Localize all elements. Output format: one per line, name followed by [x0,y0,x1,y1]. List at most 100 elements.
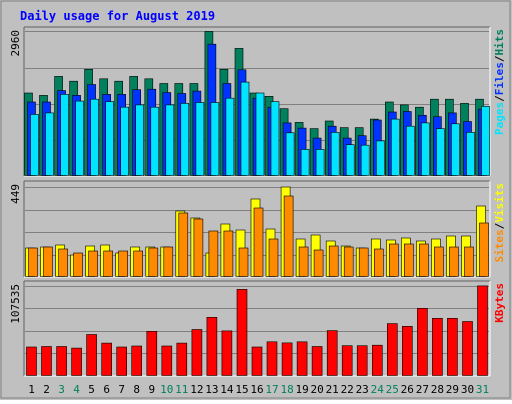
hits-panel-bar-pages-day-25 [390,118,400,176]
visits-panel: 449 Sites/Visits [9,180,506,278]
hits-panel-bar-pages-day-16 [255,92,265,176]
x-tick-label-day-8: 8 [133,383,140,396]
kbytes-panel-bar-kbytes-day-2 [41,346,52,376]
chart-title: Daily usage for August 2019 [20,9,215,23]
kbytes-panel-legend: KBytes [493,283,506,323]
visits-panel-bar-sites-day-18 [283,195,294,277]
x-tick-label-day-12: 12 [190,383,203,396]
hits-panel-bar-pages-day-22 [345,144,355,176]
hits-panel-bar-pages-day-31 [481,106,490,176]
panels-layer: 2960Pages/Files/Hits449Sites/Visits10753… [9,26,506,377]
x-tick-label-day-2: 2 [43,383,50,396]
kbytes-panel-bar-kbytes-day-25 [386,323,398,376]
visits-panel-bar-sites-day-25 [388,243,399,277]
visits-panel-bar-sites-day-1 [28,247,38,277]
hits-panel-legend-files: Files [493,62,506,95]
hits-panel-legend: Pages/Files/Hits [493,29,506,135]
visits-panel-bar-sites-day-30 [464,246,474,277]
visits-panel-bar-sites-day-2 [43,246,53,277]
hits-panel-legend-separator-2: / [493,55,506,62]
kbytes-panel-bar-kbytes-day-7 [116,346,127,376]
hits-panel-bar-pages-day-21 [330,132,340,176]
x-tick-label-day-28: 28 [431,383,444,396]
hits-panel-bar-pages-day-30 [466,132,475,176]
kbytes-panel-bar-kbytes-day-9 [146,330,158,376]
x-tick-label-day-9: 9 [148,383,155,396]
hits-panel-bar-pages-day-10 [165,104,175,176]
visits-panel-bar-sites-day-16 [253,207,264,277]
visits-panel-bar-sites-day-7 [118,250,128,277]
x-tick-label-day-31: 31 [476,383,489,396]
visits-panel-legend-visits: Visits [493,183,506,223]
kbytes-panel-bar-kbytes-day-13 [206,316,218,376]
hits-panel-legend-hits: Hits [493,29,506,56]
kbytes-panel-bar-kbytes-day-15 [236,289,248,376]
hits-panel-bar-pages-day-8 [135,104,144,176]
kbytes-panel-bar-kbytes-day-12 [191,329,203,376]
visits-panel-legend-separator-1: / [493,222,506,229]
visits-panel-bar-sites-day-14 [223,230,234,277]
x-tick-label-day-17: 17 [265,383,278,396]
kbytes-panel-bar-kbytes-day-19 [296,341,308,376]
kbytes-panel-bar-kbytes-day-20 [311,346,323,376]
x-tick-label-day-11: 11 [175,383,188,396]
x-tick-label-day-27: 27 [416,383,429,396]
hits-panel-bar-pages-day-6 [105,101,114,176]
hits-panel-bar-pages-day-28 [436,128,445,176]
kbytes-panel-bar-kbytes-day-11 [176,342,188,376]
hits-panel-bar-pages-day-12 [195,102,205,176]
visits-panel-bar-sites-day-29 [449,246,459,277]
hits-panel-legend-pages: Pages [493,102,506,135]
x-tick-label-day-21: 21 [326,383,339,396]
visits-panel-bar-sites-day-3 [58,248,68,277]
x-tick-label-day-29: 29 [446,383,459,396]
hits-panel-bar-pages-day-5 [90,98,99,176]
kbytes-panel-bar-kbytes-day-10 [161,345,173,376]
hits-panel-max-label: 2960 [9,30,22,57]
x-tick-label-day-22: 22 [341,383,354,396]
x-tick-label-day-4: 4 [73,383,80,396]
hits-panel-bar-pages-day-9 [150,106,160,176]
kbytes-panel-bar-kbytes-day-5 [86,334,97,376]
kbytes-panel-bar-kbytes-day-26 [401,325,413,376]
kbytes-panel-bar-kbytes-day-17 [266,341,278,376]
x-tick-label-day-6: 6 [103,383,110,396]
hits-panel-bar-pages-day-2 [45,112,54,176]
hits-panel-bar-pages-day-7 [120,106,129,176]
hits-panel-legend-separator-1: / [493,95,506,102]
kbytes-panel-bar-kbytes-day-3 [56,346,67,376]
hits-panel-bar-pages-day-18 [285,132,295,176]
x-tick-label-day-14: 14 [220,383,234,396]
hits-panel-bar-pages-day-24 [375,140,385,176]
visits-panel-legend-sites: Sites [493,229,506,262]
x-tick-label-day-30: 30 [461,383,474,396]
visits-panel-bar-sites-day-20 [313,249,324,277]
kbytes-panel-bar-kbytes-day-1 [26,346,37,376]
visits-panel-bar-sites-day-5 [88,250,98,277]
visits-panel-bar-sites-day-28 [434,246,444,277]
hits-panel-bar-pages-day-4 [75,100,84,176]
hits-panel-bar-pages-day-29 [451,123,460,176]
kbytes-panel-bar-kbytes-day-18 [281,342,293,376]
visits-panel-bar-sites-day-4 [73,252,83,277]
x-tick-label-day-10: 10 [160,383,173,396]
x-tick-label-day-23: 23 [356,383,369,396]
visits-panel-bar-sites-day-12 [193,218,204,277]
x-tick-label-day-1: 1 [28,383,35,396]
visits-panel-max-label: 449 [9,184,22,204]
kbytes-panel-bar-kbytes-day-28 [432,317,443,376]
visits-panel-bar-sites-day-9 [148,247,159,277]
kbytes-panel-bar-kbytes-day-21 [326,330,338,376]
visits-panel-bar-sites-day-21 [328,245,339,277]
visits-panel-bar-sites-day-24 [373,248,384,277]
kbytes-panel-bar-kbytes-day-27 [417,307,428,376]
hits-panel-bar-pages-day-26 [405,125,415,176]
hits-panel-bar-pages-day-23 [360,144,370,176]
hits-panel-bar-pages-day-27 [421,122,430,176]
kbytes-panel-bar-kbytes-day-8 [131,345,142,376]
hits-panel-bar-pages-day-11 [180,103,190,176]
hits-panel-bar-pages-day-13 [210,102,220,176]
